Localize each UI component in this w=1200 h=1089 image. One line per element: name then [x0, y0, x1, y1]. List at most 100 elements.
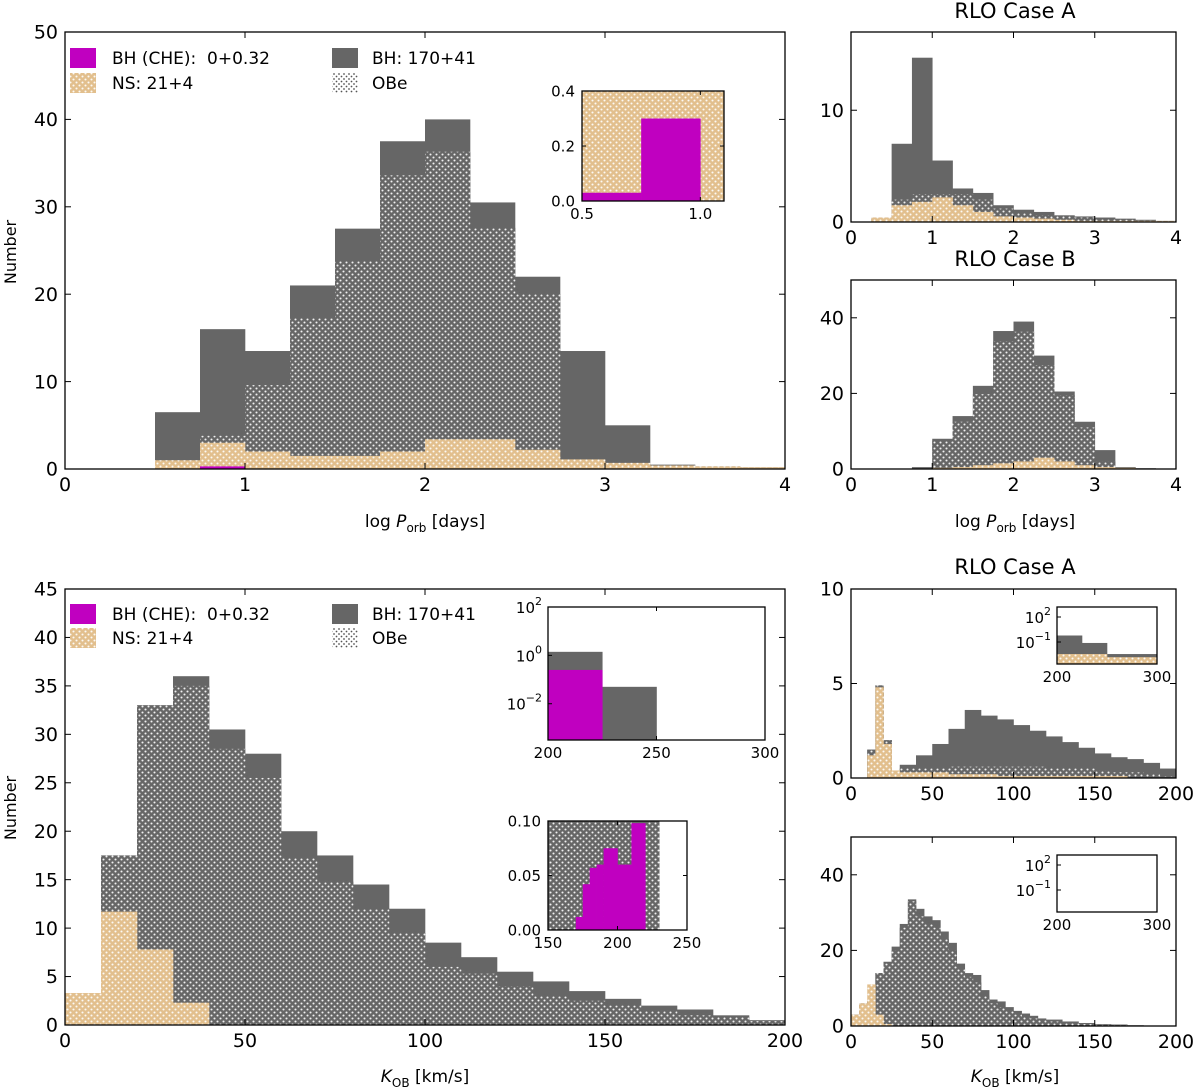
bar-hatch — [932, 927, 941, 1026]
bar-hatch — [851, 1014, 860, 1026]
bar-hatch — [899, 927, 909, 1026]
bar-hatch — [1094, 770, 1112, 778]
bar-hatch — [1078, 1024, 1096, 1026]
x-tick-label: 300 — [1143, 916, 1172, 934]
y-tick-label: 45 — [34, 579, 58, 601]
y-tick-label: 0.10 — [508, 812, 541, 830]
x-tick-label: 4 — [1170, 474, 1182, 496]
bar-hatch — [1054, 216, 1075, 222]
bar-hatch — [993, 216, 1014, 222]
x-tick-label: 150 — [1077, 1031, 1113, 1053]
x-tick-label: 3 — [599, 474, 611, 496]
x-tick-label: 150 — [534, 934, 563, 952]
bar-hatch — [560, 459, 606, 469]
x-tick-label: 0.5 — [570, 205, 594, 223]
bar-bh-170-41 — [911, 467, 933, 469]
legend-che-label: BH (CHE): 0+0.32 — [112, 49, 270, 69]
x-tick-label: 1.0 — [688, 205, 712, 223]
bar-hatch — [245, 777, 282, 1025]
y-tick-label: 20 — [820, 940, 844, 962]
panel-porb_caseA: 0 1 2 3 4 0 10 — [820, 31, 1182, 249]
legend-bh-label: BH: 170+41 — [372, 605, 476, 625]
x-tick-label: 200 — [1158, 783, 1194, 805]
bar-hatch — [290, 455, 336, 469]
bar-hatch — [981, 766, 998, 778]
bar-hatch — [932, 440, 953, 469]
bar-hatch — [972, 465, 994, 469]
bar-bh-170-41 — [997, 719, 1014, 778]
x-tick-label: 300 — [751, 744, 780, 762]
bar-hatch — [997, 1007, 1006, 1026]
bar-hatch — [1013, 331, 1035, 469]
bar-hatch — [425, 966, 462, 1025]
bar-hatch — [749, 1021, 785, 1025]
bar-bh-che-0-0-32 — [603, 848, 618, 930]
bar-hatch — [1033, 218, 1055, 222]
bar-hatch — [1054, 395, 1075, 469]
bar-bh-170-41 — [155, 412, 201, 469]
bar-hatch — [981, 774, 998, 778]
y-tick-label: 20 — [34, 821, 58, 843]
legend-bh-label: BH: 170+41 — [372, 49, 476, 69]
bar-hatch — [952, 467, 974, 469]
bar-hatch — [1013, 461, 1035, 469]
y-tick-label: 20 — [34, 284, 58, 306]
bar-hatch — [1057, 654, 1083, 664]
bar-hatch — [515, 449, 561, 469]
bars — [871, 57, 1176, 222]
x-tick-label: 50 — [233, 1030, 257, 1052]
x-tick-label: 0 — [845, 227, 857, 249]
bars — [548, 651, 657, 740]
bar-hatch — [972, 982, 982, 1026]
bar-hatch — [1074, 217, 1096, 222]
bar-hatch — [899, 772, 917, 778]
bar-hatch — [1013, 776, 1031, 778]
bar-bh-170-41 — [602, 686, 657, 740]
bar-hatch — [101, 911, 138, 1025]
axes-frame — [1056, 854, 1158, 913]
bar-bh-che-0-0-32 — [582, 884, 590, 930]
xlabel-porb-main: log Porb [days] — [365, 512, 485, 535]
bar-hatch — [1029, 1018, 1039, 1026]
x-tick-label: 100 — [995, 1031, 1031, 1053]
x-tick-label: 4 — [1170, 227, 1182, 249]
bar-hatch — [940, 939, 949, 1026]
bar-hatch — [956, 969, 966, 1026]
xlabel-porb-right: log Porb [days] — [955, 512, 1075, 535]
x-tick-label: 200 — [603, 934, 632, 952]
bar-hatch — [1143, 774, 1161, 778]
bar-hatch — [497, 986, 534, 1025]
bar-hatch — [952, 205, 974, 222]
bar-hatch — [1013, 1014, 1022, 1026]
y-tick-label: 0 — [832, 212, 844, 234]
y-tick-label: 0 — [832, 768, 844, 790]
bar-hatch — [173, 1002, 210, 1025]
bar-bh-170-41 — [964, 709, 982, 778]
legend-bh-swatch — [332, 48, 358, 68]
bars — [911, 321, 1176, 469]
bar-hatch — [1021, 1016, 1031, 1026]
bar-hatch — [641, 1010, 678, 1025]
bar-bh-che-0-0-32 — [582, 192, 642, 201]
y-tick-label: 5 — [832, 673, 844, 695]
bar-hatch — [1094, 467, 1116, 469]
bar-bh-170-41 — [1029, 730, 1047, 778]
x-tick-label: 3 — [1089, 474, 1101, 496]
bar-hatch — [993, 463, 1014, 469]
bar-bh-170-41 — [981, 715, 998, 778]
bar-hatch — [200, 442, 246, 469]
x-tick-label: 2 — [419, 474, 431, 496]
bar-hatch — [1046, 1021, 1063, 1026]
bar-hatch — [1074, 465, 1096, 469]
bar-hatch — [1094, 776, 1112, 778]
bar-hatch — [891, 205, 913, 222]
y-tick-label: 15 — [34, 869, 58, 891]
ylabel-kob: Number — [1, 775, 20, 840]
bars — [851, 899, 1144, 1026]
bar-hatch — [65, 993, 102, 1025]
bar-bh-che-0-0-32 — [638, 823, 646, 930]
bar-bh-che-0-0-32 — [548, 669, 603, 740]
bar-hatch — [948, 766, 966, 778]
bar-hatch — [972, 211, 994, 222]
panel-porb_inset: 0.5 1.0 0.0 0.2 0.4 — [551, 82, 725, 223]
